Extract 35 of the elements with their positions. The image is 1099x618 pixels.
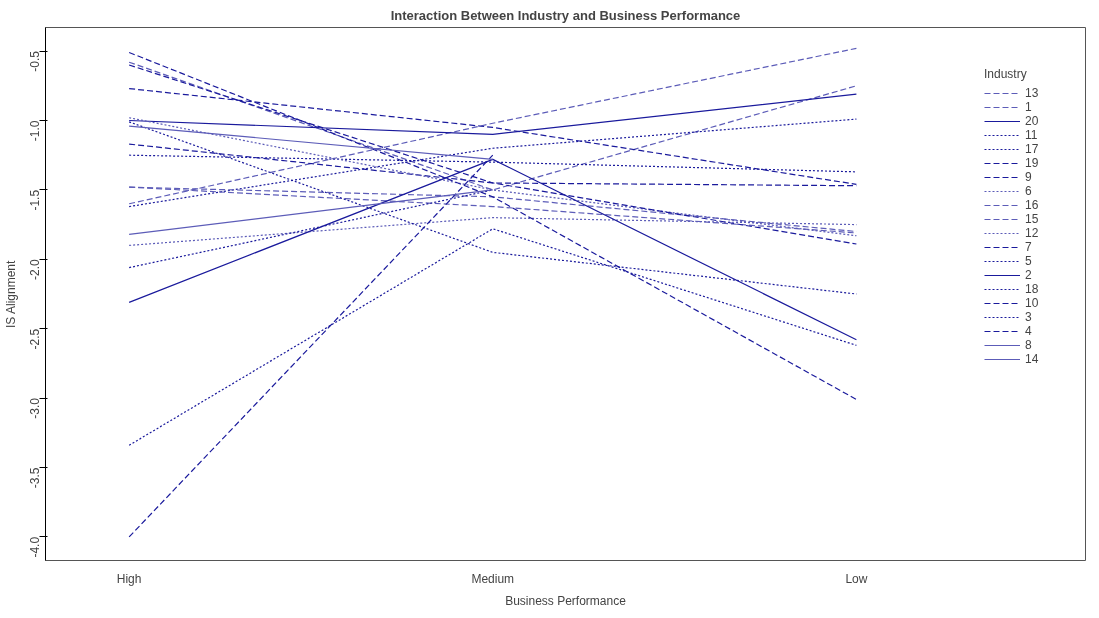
legend-label: 7 bbox=[1025, 240, 1033, 254]
legend-title: Industry bbox=[984, 67, 1028, 81]
x-tick-label: Medium bbox=[471, 571, 515, 586]
x-tick-label: Low bbox=[845, 571, 868, 586]
legend-label: 1 bbox=[1025, 100, 1033, 114]
legend-label: 4 bbox=[1025, 324, 1033, 338]
legend-label: 5 bbox=[1025, 254, 1033, 268]
y-tick-label: -3.5 bbox=[28, 467, 42, 489]
legend-label: 19 bbox=[1025, 156, 1040, 170]
x-tick-label: High bbox=[116, 571, 142, 586]
legend-label: 16 bbox=[1025, 198, 1040, 212]
y-tick-label: -3.0 bbox=[28, 397, 42, 419]
chart-title: Interaction Between Industry and Business Performance bbox=[390, 7, 741, 23]
legend-label: 18 bbox=[1025, 282, 1040, 296]
x-axis-title: Business Performance bbox=[505, 593, 627, 608]
y-tick-label: -1.5 bbox=[28, 189, 42, 211]
legend-label: 10 bbox=[1025, 296, 1040, 310]
legend-label: 9 bbox=[1025, 170, 1033, 184]
legend-label: 3 bbox=[1025, 310, 1033, 324]
y-axis-title: IS Alignment bbox=[3, 259, 18, 329]
legend-label: 20 bbox=[1025, 114, 1040, 128]
legend-label: 14 bbox=[1025, 352, 1040, 366]
legend-label: 6 bbox=[1025, 184, 1033, 198]
legend-label: 17 bbox=[1025, 142, 1040, 156]
legend-label: 15 bbox=[1025, 212, 1040, 226]
legend-label: 11 bbox=[1025, 128, 1039, 142]
y-tick-label: -4.0 bbox=[28, 536, 42, 558]
legend-label: 2 bbox=[1025, 268, 1033, 282]
y-tick-label: -0.5 bbox=[28, 50, 42, 72]
legend-label: 12 bbox=[1025, 226, 1040, 240]
y-tick-label: -2.0 bbox=[28, 258, 42, 280]
y-tick-label: -2.5 bbox=[28, 328, 42, 350]
y-tick-label: -1.0 bbox=[28, 120, 42, 142]
legend-label: 8 bbox=[1025, 338, 1033, 352]
legend-label: 13 bbox=[1025, 86, 1040, 100]
